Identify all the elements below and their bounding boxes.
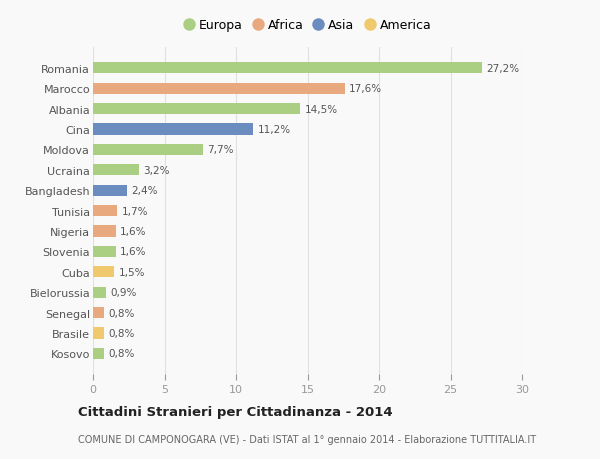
Text: 7,7%: 7,7%	[208, 145, 234, 155]
Text: COMUNE DI CAMPONOGARA (VE) - Dati ISTAT al 1° gennaio 2014 - Elaborazione TUTTIT: COMUNE DI CAMPONOGARA (VE) - Dati ISTAT …	[78, 434, 536, 443]
Text: 1,6%: 1,6%	[120, 247, 146, 257]
Text: 2,4%: 2,4%	[131, 186, 158, 196]
Bar	[93, 206, 118, 217]
Bar	[93, 104, 301, 115]
Bar	[93, 287, 106, 298]
Text: 1,6%: 1,6%	[120, 226, 146, 236]
Bar	[93, 124, 253, 135]
Text: 1,5%: 1,5%	[119, 267, 145, 277]
Bar	[93, 185, 127, 196]
Bar	[93, 84, 344, 95]
Bar	[93, 267, 115, 278]
Bar	[93, 246, 116, 257]
Text: 14,5%: 14,5%	[305, 104, 338, 114]
Text: 17,6%: 17,6%	[349, 84, 382, 94]
Text: 0,8%: 0,8%	[109, 308, 135, 318]
Text: 3,2%: 3,2%	[143, 165, 170, 175]
Bar	[93, 165, 139, 176]
Legend: Europa, Africa, Asia, America: Europa, Africa, Asia, America	[180, 15, 435, 36]
Text: 0,8%: 0,8%	[109, 328, 135, 338]
Text: Cittadini Stranieri per Cittadinanza - 2014: Cittadini Stranieri per Cittadinanza - 2…	[78, 405, 392, 419]
Bar	[93, 63, 482, 74]
Text: 11,2%: 11,2%	[257, 125, 290, 134]
Text: 27,2%: 27,2%	[486, 64, 520, 73]
Bar	[93, 226, 116, 237]
Bar	[93, 308, 104, 319]
Bar	[93, 328, 104, 339]
Bar	[93, 348, 104, 359]
Text: 1,7%: 1,7%	[122, 206, 148, 216]
Text: 0,8%: 0,8%	[109, 349, 135, 358]
Text: 0,9%: 0,9%	[110, 288, 137, 297]
Bar	[93, 145, 203, 156]
